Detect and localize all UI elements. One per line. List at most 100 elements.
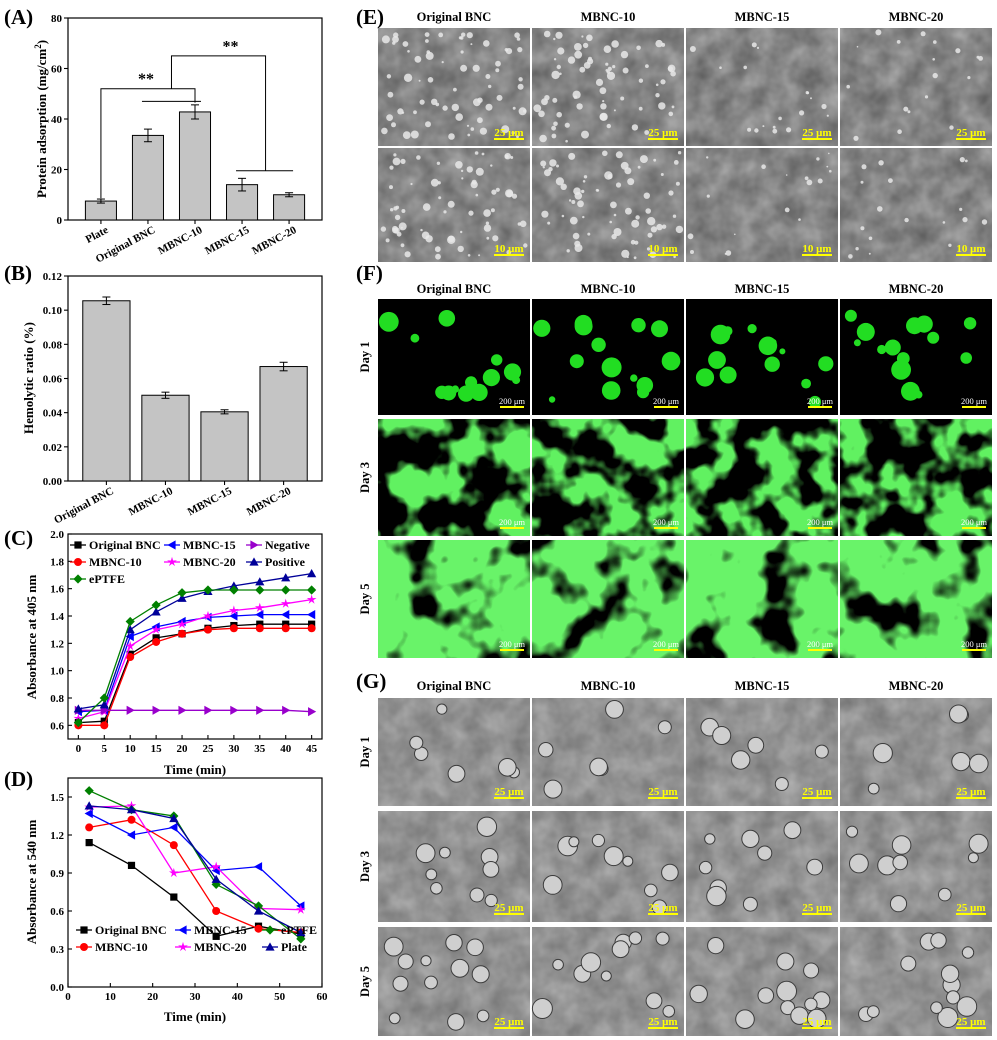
particle — [422, 203, 431, 211]
adhered-cell — [397, 953, 414, 970]
data-point — [151, 607, 161, 616]
cell-cluster — [651, 320, 668, 338]
particle — [638, 106, 643, 111]
particle — [485, 74, 491, 79]
data-point — [211, 879, 221, 889]
x-tick-label: Plate — [84, 224, 111, 246]
adhered-cell — [889, 895, 908, 913]
adhered-cell — [774, 777, 789, 791]
adhered-cell — [447, 1013, 465, 1031]
particle — [896, 40, 901, 44]
adhered-cell — [867, 782, 880, 795]
data-point — [126, 805, 137, 814]
particle — [457, 245, 464, 253]
particle — [565, 139, 568, 143]
series-mbnc-10 — [74, 624, 316, 730]
adhered-cell — [392, 975, 409, 992]
cell-cluster — [818, 356, 834, 372]
particle — [860, 226, 865, 231]
adhered-cell — [498, 758, 517, 777]
data-point — [151, 624, 161, 634]
column-header: MBNC-20 — [889, 282, 944, 296]
sem-image: 10 μm — [378, 148, 530, 262]
bar — [84, 200, 117, 221]
adhered-cell — [712, 726, 732, 745]
particle — [492, 235, 499, 242]
adhered-cell — [757, 987, 775, 1004]
sem-image: 10 μm — [840, 148, 992, 262]
y-tick-label: 1.4 — [50, 611, 64, 623]
particle — [467, 254, 471, 257]
particle — [475, 167, 484, 176]
cell-cluster-field — [686, 540, 838, 658]
particle — [606, 123, 611, 129]
data-point — [152, 705, 161, 715]
particle — [447, 200, 455, 208]
cell-cluster-field — [840, 419, 992, 536]
column-header: MBNC-15 — [735, 10, 790, 24]
cell-sem-image: 25 μm — [378, 927, 530, 1036]
series-eptfe — [84, 786, 306, 944]
data-point — [84, 801, 94, 810]
particle — [853, 135, 859, 141]
column-header: MBNC-15 — [735, 282, 790, 296]
particle — [821, 103, 827, 110]
scalebar-label: 200 μm — [961, 396, 987, 406]
data-point — [256, 620, 264, 628]
particle — [392, 225, 398, 232]
adhered-cell — [930, 1001, 943, 1015]
particle — [581, 189, 585, 194]
column-header: MBNC-10 — [581, 679, 636, 693]
fluorescence-image: 200 μm — [840, 419, 992, 536]
cell-cluster-field — [378, 419, 530, 536]
cell-cluster — [574, 317, 593, 336]
adhered-cell — [814, 744, 829, 759]
panel-d-absorbance-540: (D) 0 10 20 30 40 50 60 0.0 0.3 0.6 0.9 1.2 1.5 Origi… — [4, 767, 328, 1024]
particle — [627, 178, 635, 186]
scalebar-label: 200 μm — [653, 639, 679, 649]
y-tick-label: 40 — [51, 114, 63, 126]
cell-cluster — [844, 309, 857, 322]
y-tick-label: 0 — [57, 215, 63, 227]
particle — [600, 103, 607, 110]
particle — [645, 64, 649, 68]
cell-cluster-field — [532, 540, 684, 658]
particle — [425, 39, 429, 43]
particle — [583, 175, 588, 179]
particle — [425, 121, 431, 128]
particle — [606, 71, 616, 80]
adhered-cell — [866, 1005, 880, 1018]
particle — [816, 157, 820, 161]
particle — [434, 246, 441, 253]
scalebar-label: 200 μm — [499, 396, 525, 406]
particle — [447, 235, 456, 244]
particle — [860, 180, 864, 184]
particle — [505, 189, 514, 198]
particle — [555, 31, 563, 39]
particle — [517, 47, 523, 53]
data-point — [99, 693, 109, 703]
adhered-cell — [580, 952, 602, 973]
particle — [461, 177, 464, 180]
y-tick-label: 1.8 — [50, 556, 64, 568]
fluorescence-image: 200 μm — [378, 540, 530, 658]
bar — [141, 394, 190, 482]
scalebar-label: 25 μm — [802, 1016, 831, 1028]
cell-cluster — [503, 363, 522, 381]
panel-label-b: (B) — [4, 261, 32, 285]
x-tick-label: 45 — [306, 743, 318, 755]
cell-cluster — [631, 318, 646, 333]
data-point — [229, 611, 238, 621]
adhered-cell — [951, 752, 971, 772]
cell-sem-image: 25 μm — [531, 927, 684, 1036]
data-point — [178, 705, 187, 715]
particle — [878, 160, 884, 166]
data-point — [100, 717, 108, 725]
x-tick-label: 15 — [151, 743, 163, 755]
particle — [438, 196, 442, 200]
significance-bracket — [100, 88, 196, 199]
y-tick-label: 0.04 — [43, 408, 63, 420]
data-point — [169, 822, 178, 832]
data-point — [203, 625, 212, 634]
cell-cluster — [722, 326, 733, 336]
